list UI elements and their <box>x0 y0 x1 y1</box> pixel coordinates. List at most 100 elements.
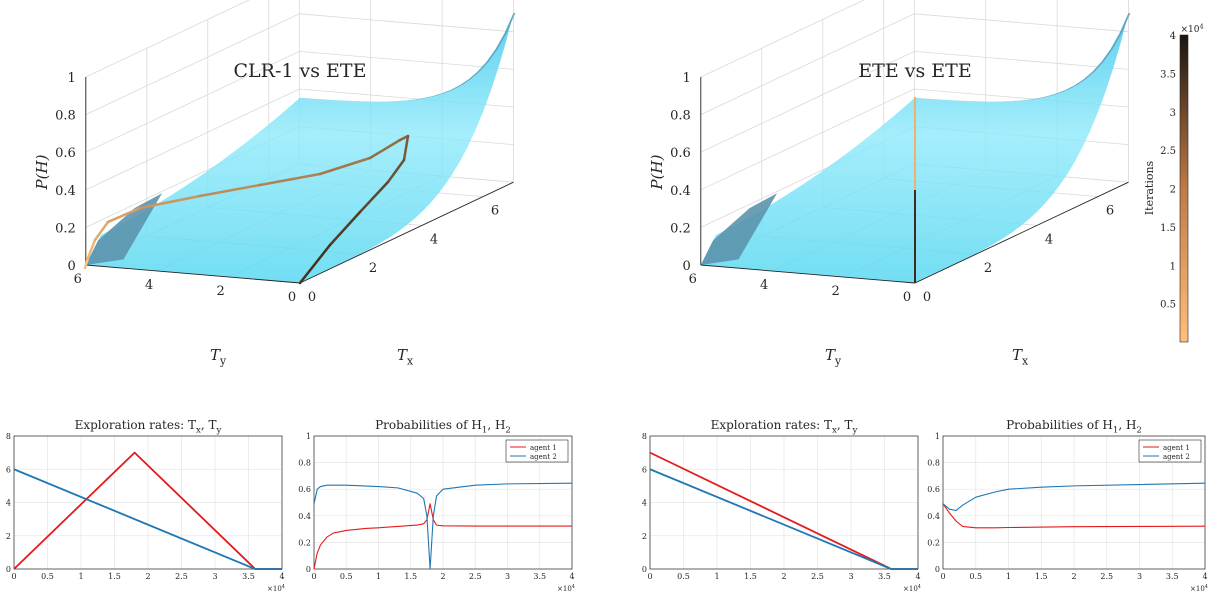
x-tick-label: 2 <box>984 261 992 276</box>
y-tick-label: 1 <box>935 432 940 441</box>
series-line-agent-1 <box>942 503 1206 529</box>
ty-axis-label: Ty​ <box>210 346 227 368</box>
trajectory-segment <box>106 206 142 224</box>
x-exponent-label: ×104​ <box>557 584 575 593</box>
z-tick-label: 0.4 <box>670 184 691 199</box>
y-tick-label: 0.6 <box>927 485 940 494</box>
plot-frame <box>942 435 1206 570</box>
colorbar-tick-label: 4 <box>1170 31 1176 42</box>
y-tick-label: 0.4 <box>298 512 311 521</box>
x-tick-label: 0.5 <box>41 572 54 581</box>
y-tick-label: 0.4 <box>927 512 940 521</box>
x-tick-label: 1 <box>376 572 381 581</box>
x-tick-label: 2 <box>781 572 786 581</box>
x-tick-label: 1.5 <box>744 572 757 581</box>
trajectory-segment <box>402 134 410 162</box>
z-tick-label: 0.6 <box>55 146 76 161</box>
x-tick-label: 3.5 <box>533 572 546 581</box>
surface <box>85 13 516 283</box>
ty-axis-line <box>85 264 301 284</box>
grid <box>649 435 919 570</box>
trajectory-segment <box>93 220 110 242</box>
trajectory-segment <box>138 194 202 210</box>
trajectory-segment <box>86 238 97 260</box>
x-tick-label: 3 <box>505 572 510 581</box>
x-tick-label: 4 <box>430 232 438 247</box>
x-tick-label: 1.5 <box>404 572 417 581</box>
trajectory-segment <box>328 210 362 247</box>
x-exponent-label: ×104​ <box>1190 584 1208 593</box>
x-tick-label: 4 <box>569 572 574 581</box>
x-tick-label: 1.5 <box>1035 572 1048 581</box>
colorbar-exponent: ×104​ <box>1180 22 1203 35</box>
z-tick-label: 0.8 <box>670 109 691 124</box>
legend-label: agent 1 <box>530 444 557 452</box>
trajectory-segment <box>386 158 406 184</box>
x-tick-label: 0 <box>647 572 652 581</box>
z-tick-label: 0.2 <box>55 221 76 236</box>
trajectory-segment <box>83 256 90 270</box>
x-tick-label: 2.5 <box>175 572 188 581</box>
z-tick-label: 0.8 <box>55 109 76 124</box>
x-tick-label: 2 <box>440 572 445 581</box>
colorbar-tick-label: 2 <box>1170 185 1176 196</box>
colorbar-tick-label: 3.5 <box>1160 69 1176 80</box>
legend-label: agent 1 <box>1163 444 1190 452</box>
tx-axis-label: Tx​ <box>397 346 413 368</box>
colorbar-tick-label: 1.5 <box>1160 223 1176 234</box>
x-tick-label: 0 <box>923 290 931 305</box>
trajectory-segment <box>358 180 390 214</box>
colorbar-tick-label: 3 <box>1170 108 1176 119</box>
x-tick-label: 2.5 <box>811 572 824 581</box>
y-tick-label: 1 <box>306 432 311 441</box>
z-tick-label: 0 <box>683 259 691 274</box>
series-line-1 <box>649 468 918 570</box>
x-tick-label: 2.5 <box>1100 572 1113 581</box>
y-tick-label: 2 <box>642 532 647 541</box>
x-tick-label: 3 <box>1137 572 1142 581</box>
z-tick-label: 0.2 <box>670 221 691 236</box>
x-tick-label: 3.5 <box>242 572 255 581</box>
x-tick-label: 3 <box>212 572 217 581</box>
trajectory-segment <box>198 183 262 198</box>
z-tick-label: 1 <box>683 71 691 86</box>
z-tick-label: 0.4 <box>55 184 76 199</box>
x-tick-label: 1.5 <box>108 572 121 581</box>
y-tick-label: 0 <box>288 290 296 305</box>
tx-axis-line <box>914 181 1129 284</box>
tx-axis-label: Tx​ <box>1012 346 1028 368</box>
y-tick-label: 2 <box>831 284 839 299</box>
y-tick-label: 0 <box>935 565 940 574</box>
y-tick-label: 0.8 <box>927 459 940 468</box>
x-tick-label: 4 <box>1202 572 1207 581</box>
y-tick-label: 0.2 <box>927 538 940 547</box>
x-tick-label: 6 <box>1106 204 1114 219</box>
series-line-agent-1 <box>313 503 572 570</box>
y-tick-label: 8 <box>6 432 11 441</box>
z-tick-label: 1 <box>68 71 76 86</box>
x-tick-label: 1 <box>714 572 719 581</box>
colorbar-tick-label: 1 <box>1170 261 1176 272</box>
plot-frame <box>13 435 283 570</box>
ty-axis-label: Ty​ <box>825 346 842 368</box>
y-tick-label: 0 <box>6 565 11 574</box>
probabilities-plot-right: 0 0.5 1 1.5 2 2.5 3 3.5 4 0 0.2 0.4 0.6 0.8 1 ×104​ Prob… <box>927 418 1208 593</box>
plot-title: Probabilities of H1​, H2​ <box>1006 418 1142 436</box>
x-tick-label: 0.5 <box>340 572 353 581</box>
trajectory-segment <box>368 138 402 160</box>
x-tick-label: 3.5 <box>1166 572 1179 581</box>
plot-title: Exploration rates: Tx​, Ty​ <box>711 418 858 436</box>
y-tick-label: 4 <box>6 499 11 508</box>
x-tick-label: 2 <box>369 261 377 276</box>
colorbar-label: Iterations <box>1143 160 1156 215</box>
x-tick-label: 1 <box>1006 572 1011 581</box>
x-exponent-label: ×104​ <box>267 584 285 593</box>
y-tick-label: 0.8 <box>298 459 311 468</box>
grid <box>13 435 283 570</box>
probabilities-plot-left: 0 0.5 1 1.5 2 2.5 3 3.5 4 0 0.2 0.4 0.6 0.8 1 ×104​ Prob… <box>298 418 575 593</box>
colorbar-tick-label: 2.5 <box>1160 146 1176 157</box>
